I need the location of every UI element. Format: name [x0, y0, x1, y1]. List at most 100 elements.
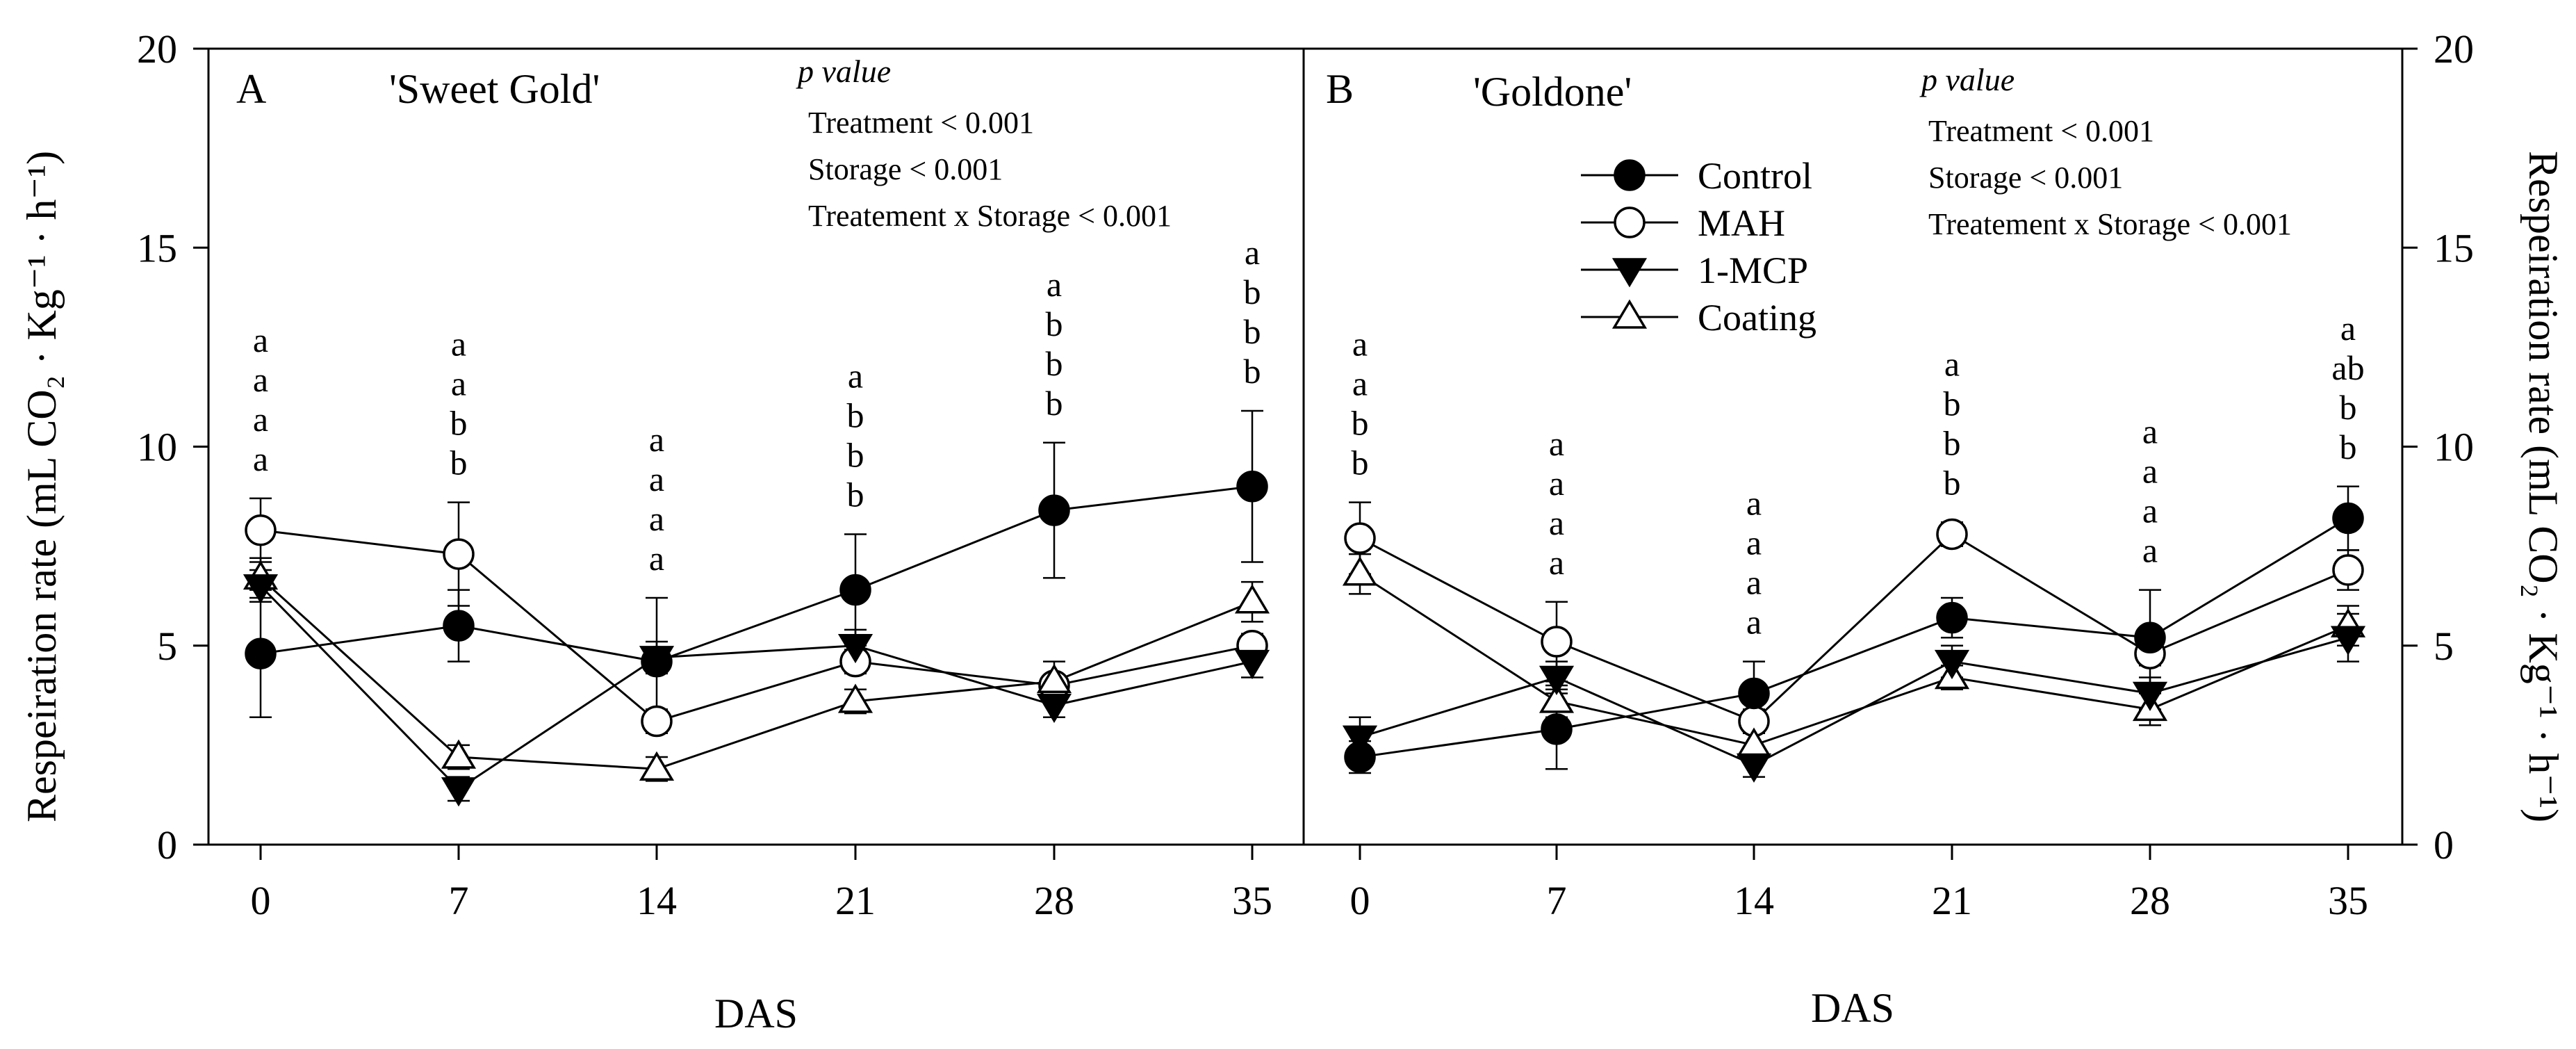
x-tick-label: 21 — [1932, 878, 1972, 923]
significance-letter: a — [1549, 424, 1564, 463]
significance-letter: a — [649, 420, 664, 459]
data-point-mah — [443, 538, 475, 570]
y-tick-label-right: 15 — [2434, 225, 2474, 270]
data-point-1mcp — [2132, 681, 2168, 711]
pvalue-line: Treatement x Storage < 0.001 — [1928, 207, 2292, 241]
significance-letter: a — [1746, 523, 1762, 562]
significance-letter: a — [1245, 233, 1260, 272]
x-tick-label: 7 — [1547, 878, 1567, 923]
data-point-1mcp — [1234, 649, 1270, 680]
significance-letter: a — [451, 325, 466, 364]
significance-letter: b — [1244, 352, 1261, 391]
series-line-1mcp — [259, 585, 1253, 790]
panel-b-label: B — [1326, 66, 1354, 112]
data-point-control — [1936, 601, 1968, 634]
x-tick-label: 14 — [1734, 878, 1774, 923]
significance-letter: a — [253, 360, 268, 399]
legend-marker-coating — [1611, 299, 1648, 329]
x-tick-label: 35 — [1232, 878, 1272, 923]
significance-letter: b — [1244, 312, 1261, 351]
legend-label: MAH — [1698, 202, 1785, 244]
data-point-coating — [1342, 556, 1378, 586]
y-tick-label-left: 15 — [137, 225, 177, 270]
significance-letter: b — [1352, 404, 1369, 443]
series-line-1mcp — [1359, 636, 2349, 767]
x-tick-label: 21 — [835, 878, 876, 923]
significance-letter: b — [1244, 273, 1261, 311]
significance-letter: a — [1746, 603, 1762, 642]
legend-label: Coating — [1698, 297, 1816, 339]
significance-letter: a — [1944, 344, 1960, 383]
data-point-control — [1038, 494, 1070, 526]
data-point-1mcp — [441, 777, 477, 807]
series-line-control — [1359, 517, 2349, 758]
significance-letter: a — [1746, 563, 1762, 602]
legend-marker-1mcp — [1611, 258, 1648, 288]
significance-letter: a — [1746, 484, 1762, 523]
pvalue-line: Treatment < 0.001 — [808, 106, 1034, 140]
significance-letter: a — [1549, 464, 1564, 503]
y-tick-label-right: 0 — [2434, 822, 2454, 868]
x-axis-title-b: DAS — [1811, 985, 1894, 1031]
data-point-1mcp — [1934, 649, 1970, 680]
legend-label: 1-MCP — [1698, 250, 1808, 291]
data-point-1mcp — [2330, 626, 2366, 656]
significance-letter: b — [1944, 463, 1961, 502]
data-point-control — [245, 637, 277, 669]
series-line-mah — [1359, 532, 2349, 723]
data-point-1mcp — [1036, 693, 1072, 724]
panel-a-title: 'Sweet Gold' — [389, 66, 600, 112]
significance-letter: a — [649, 460, 664, 498]
significance-letter: a — [2142, 531, 2158, 570]
data-point-coating — [1234, 584, 1270, 614]
data-point-1mcp — [837, 634, 873, 664]
significance-letter: a — [848, 356, 863, 395]
y-axis-title-left: Respeiration rate (mL CO₂ · Kg⁻¹ · h⁻¹) — [19, 151, 65, 822]
pvalue-heading: p value — [796, 54, 891, 89]
data-point-coating — [837, 683, 873, 713]
significance-letter: a — [649, 499, 664, 538]
data-point-coating — [639, 751, 675, 781]
data-point-mah — [245, 514, 277, 546]
x-axis-title-a: DAS — [714, 991, 798, 1036]
significance-letter: b — [847, 435, 864, 474]
significance-letter: b — [847, 475, 864, 514]
significance-letter: a — [253, 320, 268, 359]
panel-b-title: 'Goldone' — [1473, 69, 1632, 115]
significance-letter: a — [1352, 364, 1368, 403]
data-point-control — [2332, 502, 2364, 535]
pvalue-line: Storage < 0.001 — [808, 152, 1003, 186]
data-point-mah — [1344, 522, 1376, 554]
legend-marker-mah — [1614, 206, 1646, 238]
significance-letter: b — [847, 396, 864, 434]
significance-letter: a — [2340, 309, 2356, 348]
x-tick-label: 0 — [1350, 878, 1370, 923]
data-point-coating — [1539, 683, 1575, 713]
y-tick-label-left: 10 — [137, 425, 177, 470]
significance-letter: b — [1944, 384, 1961, 423]
significance-letter: b — [1944, 423, 1961, 462]
legend-label: Control — [1698, 155, 1812, 197]
data-point-mah — [641, 705, 673, 738]
y-tick-label-right: 10 — [2434, 425, 2474, 470]
data-point-mah — [1541, 626, 1573, 658]
pvalue-line: Treatement x Storage < 0.001 — [808, 199, 1172, 233]
y-tick-label-right: 20 — [2434, 26, 2474, 72]
pvalue-line: Storage < 0.001 — [1928, 161, 2123, 195]
y-tick-label-left: 20 — [137, 26, 177, 72]
significance-letter: a — [1047, 265, 1062, 304]
x-tick-label: 28 — [1034, 878, 1074, 923]
series-line-control — [260, 485, 1253, 663]
significance-letter: b — [1046, 344, 1063, 383]
significance-letter: b — [1046, 384, 1063, 423]
significance-letter: b — [2340, 388, 2357, 427]
significance-letter: b — [1352, 444, 1369, 482]
data-point-1mcp — [1736, 753, 1772, 783]
significance-letter: a — [649, 539, 664, 578]
data-point-control — [839, 574, 871, 606]
significance-letter: a — [2142, 452, 2158, 491]
data-point-control — [641, 645, 673, 678]
series-line-coating — [259, 577, 1253, 770]
significance-letter: a — [253, 439, 268, 478]
